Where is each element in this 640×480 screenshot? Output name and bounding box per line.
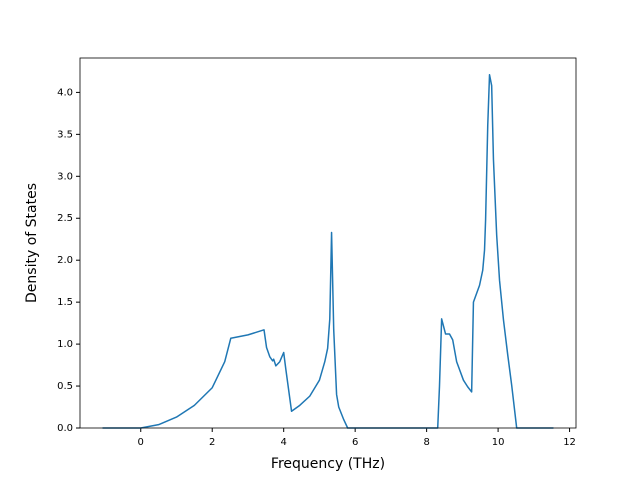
y-tick-label: 3.5 <box>57 129 73 140</box>
x-tick-label: 0 <box>138 437 144 448</box>
x-tick-label: 12 <box>563 437 576 448</box>
x-tick-label: 6 <box>352 437 358 448</box>
y-tick-label: 0.0 <box>57 423 73 434</box>
x-tick-label: 8 <box>423 437 429 448</box>
y-tick-label: 2.5 <box>57 213 73 224</box>
dos-line <box>102 74 554 429</box>
y-tick-label: 2.0 <box>57 255 73 266</box>
plot-frame <box>79 57 577 429</box>
y-tick-label: 1.5 <box>57 297 73 308</box>
x-tick-label: 10 <box>492 437 505 448</box>
y-tick-label: 4.0 <box>57 87 73 98</box>
y-tick-label: 3.0 <box>57 171 73 182</box>
y-axis-label: Density of States <box>24 183 40 303</box>
x-tick-label: 2 <box>209 437 215 448</box>
x-axis-label: Frequency (THz) <box>271 456 385 472</box>
y-tick-label: 0.5 <box>57 381 73 392</box>
y-tick-label: 1.0 <box>57 339 73 350</box>
x-tick-label: 4 <box>281 437 287 448</box>
